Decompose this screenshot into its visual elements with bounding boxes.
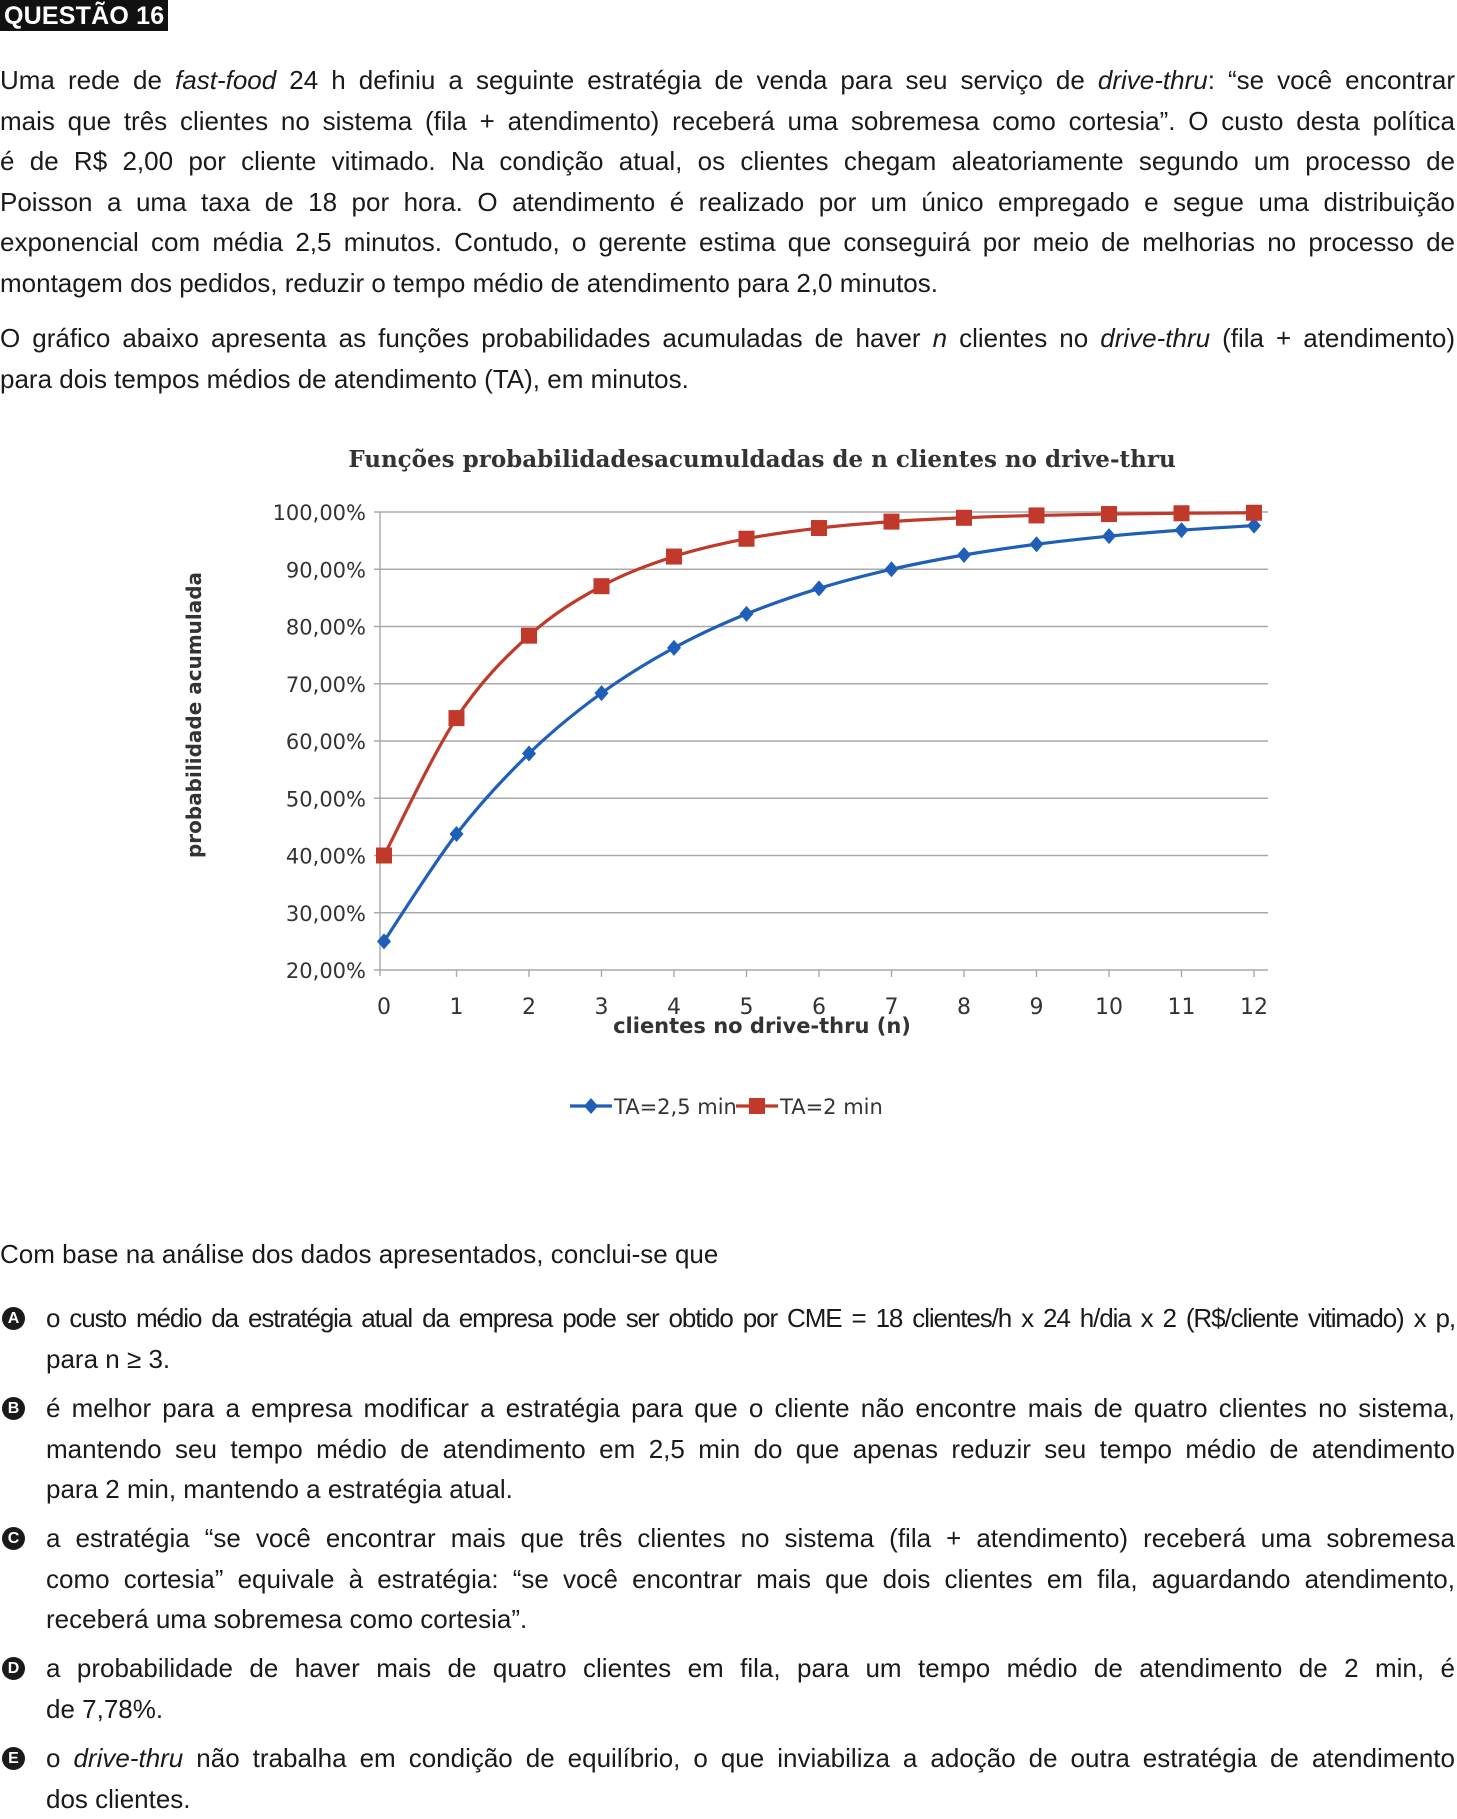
legend-label: TA=2,5 min bbox=[613, 1095, 737, 1119]
option-e-text: o drive-thru não trabalha em condição de… bbox=[46, 1738, 1455, 1819]
option-e-italic-drive-thru: drive-thru bbox=[73, 1743, 183, 1773]
option-c-line-3: receberá uma sobremesa como cortesia”. bbox=[46, 1599, 1455, 1640]
y-tick-label: 80,00% bbox=[286, 616, 366, 640]
option-b-badge: B bbox=[2, 1397, 25, 1420]
option-a-text: o custo médio da estratégia atual da emp… bbox=[46, 1298, 1455, 1379]
option-d-badge: D bbox=[2, 1657, 25, 1680]
data-point-square bbox=[1174, 505, 1190, 521]
option-a-line-2: para n ≥ 3. bbox=[46, 1339, 1455, 1380]
intro-line-1: Uma rede de fast-food 24 h definiu a seg… bbox=[0, 60, 1455, 101]
x-tick-label: 9 bbox=[1030, 995, 1044, 1020]
intro-line-2: mais que três clientes no sistema (fila … bbox=[0, 101, 1455, 142]
chart-intro-paragraph: O gráfico abaixo apresenta as funções pr… bbox=[0, 318, 1455, 399]
conclusion-text: Com base na análise dos dados apresentad… bbox=[0, 1234, 1455, 1275]
data-point-square bbox=[1029, 507, 1045, 523]
option-c-text: a estratégia “se você encontrar mais que… bbox=[46, 1518, 1455, 1640]
y-tick-label: 90,00% bbox=[286, 558, 366, 582]
option-b-line-2: mantendo seu tempo médio de atendimento … bbox=[46, 1429, 1455, 1470]
question-number-label: QUESTÃO 16 bbox=[0, 0, 168, 31]
option-d-line-1: a probabilidade de haver mais de quatro … bbox=[46, 1648, 1455, 1689]
y-tick-label: 40,00% bbox=[286, 845, 366, 869]
chart-intro-italic-n: n bbox=[933, 323, 947, 353]
y-tick-label: 60,00% bbox=[286, 730, 366, 754]
option-c[interactable]: C a estratégia “se você encontrar mais q… bbox=[0, 1518, 1455, 1640]
option-e-line-1: o drive-thru não trabalha em condição de… bbox=[46, 1738, 1455, 1779]
y-tick-label: 20,00% bbox=[286, 959, 366, 983]
chart-intro-text: clientes no bbox=[947, 323, 1100, 353]
intro-text: Uma rede de bbox=[0, 65, 175, 95]
option-c-line-2: como cortesia” equivale à estratégia: “s… bbox=[46, 1559, 1455, 1600]
legend-label: TA=2 min bbox=[779, 1095, 883, 1119]
intro-italic-fast-food: fast-food bbox=[175, 65, 276, 95]
option-a-badge: A bbox=[2, 1307, 25, 1330]
chart-intro-line-2: para dois tempos médios de atendimento (… bbox=[0, 359, 1455, 400]
conclusion-paragraph: Com base na análise dos dados apresentad… bbox=[0, 1234, 1455, 1275]
option-a-line-1: o custo médio da estratégia atual da emp… bbox=[46, 1298, 1455, 1339]
y-tick-label: 70,00% bbox=[286, 673, 366, 697]
y-tick-labels: 100,00% 90,00% 80,00% 70,00% 60,00% 50,00% 40,… bbox=[273, 501, 366, 983]
option-e-line-2: dos clientes. bbox=[46, 1779, 1455, 1819]
option-d[interactable]: D a probabilidade de haver mais de quatr… bbox=[0, 1648, 1455, 1729]
option-e-text-part: não trabalha em condição de equilíbrio, … bbox=[183, 1743, 1455, 1773]
legend-marker-square bbox=[749, 1098, 765, 1114]
x-tick-label: 3 bbox=[595, 995, 609, 1020]
x-axis-label: clientes no drive-thru (n) bbox=[613, 1014, 911, 1038]
option-d-line-2: de 7,78%. bbox=[46, 1689, 1455, 1730]
y-tick-label: 50,00% bbox=[286, 787, 366, 811]
y-tick-label: 30,00% bbox=[286, 902, 366, 926]
x-tick-label: 0 bbox=[377, 995, 391, 1020]
x-tick-label: 2 bbox=[522, 995, 536, 1020]
chart-intro-text: (fila + atendimento) bbox=[1210, 323, 1455, 353]
option-e-badge: E bbox=[2, 1747, 25, 1770]
x-tick-label: 1 bbox=[450, 995, 464, 1020]
data-point-square bbox=[449, 710, 465, 726]
x-tick-label: 11 bbox=[1168, 995, 1196, 1020]
data-point-square bbox=[884, 514, 900, 530]
option-b-text: é melhor para a empresa modificar a estr… bbox=[46, 1388, 1455, 1510]
intro-line-3: é de R$ 2,00 por cliente vitimado. Na co… bbox=[0, 141, 1455, 182]
intro-line-6: montagem dos pedidos, reduzir o tempo mé… bbox=[0, 263, 1455, 304]
intro-text: 24 h definiu a seguinte estratégia de ve… bbox=[276, 65, 1098, 95]
option-e-text-part: o bbox=[46, 1743, 73, 1773]
option-b[interactable]: B é melhor para a empresa modificar a es… bbox=[0, 1388, 1455, 1510]
chart-svg: Funções probabilidadesacumuldadas de n c… bbox=[140, 430, 1310, 1170]
intro-paragraph: Uma rede de fast-food 24 h definiu a seg… bbox=[0, 60, 1455, 303]
chart-intro-italic-drive-thru: drive-thru bbox=[1100, 323, 1210, 353]
data-point-square bbox=[1246, 505, 1262, 521]
data-point-square bbox=[376, 848, 392, 864]
data-point-square bbox=[521, 628, 537, 644]
cumulative-probability-chart: Funções probabilidadesacumuldadas de n c… bbox=[140, 430, 1310, 1170]
data-point-square bbox=[956, 510, 972, 526]
chart-title: Funções probabilidadesacumuldadas de n c… bbox=[348, 446, 1175, 473]
chart-intro-text: O gráfico abaixo apresenta as funções pr… bbox=[0, 323, 933, 353]
option-a[interactable]: A o custo médio da estratégia atual da e… bbox=[0, 1298, 1455, 1379]
y-axis-label: probabilidade acumulada bbox=[182, 572, 206, 858]
y-tick-label: 100,00% bbox=[273, 501, 366, 525]
data-point-square bbox=[1101, 506, 1117, 522]
data-point-square bbox=[811, 520, 827, 536]
option-c-line-1: a estratégia “se você encontrar mais que… bbox=[46, 1518, 1455, 1559]
intro-line-5: exponencial com média 2,5 minutos. Contu… bbox=[0, 222, 1455, 263]
option-e[interactable]: E o drive-thru não trabalha em condição … bbox=[0, 1738, 1455, 1819]
data-point-square bbox=[594, 578, 610, 594]
chart-intro-line-1: O gráfico abaixo apresenta as funções pr… bbox=[0, 318, 1455, 359]
intro-italic-drive-thru: drive-thru bbox=[1098, 65, 1208, 95]
x-tick-label: 10 bbox=[1095, 995, 1123, 1020]
chart-legend: TA=2,5 min TA=2 min bbox=[570, 1095, 883, 1119]
option-c-badge: C bbox=[2, 1527, 25, 1550]
intro-text: : “se você encontrar bbox=[1208, 65, 1455, 95]
data-point-square bbox=[666, 549, 682, 565]
option-b-line-3: para 2 min, mantendo a estratégia atual. bbox=[46, 1469, 1455, 1510]
data-point-square bbox=[739, 531, 755, 547]
option-b-line-1: é melhor para a empresa modificar a estr… bbox=[46, 1388, 1455, 1429]
intro-line-4: Poisson a uma taxa de 18 por hora. O ate… bbox=[0, 182, 1455, 223]
option-d-text: a probabilidade de haver mais de quatro … bbox=[46, 1648, 1455, 1729]
x-tick-label: 8 bbox=[957, 995, 971, 1020]
x-tick-label: 12 bbox=[1240, 995, 1268, 1020]
